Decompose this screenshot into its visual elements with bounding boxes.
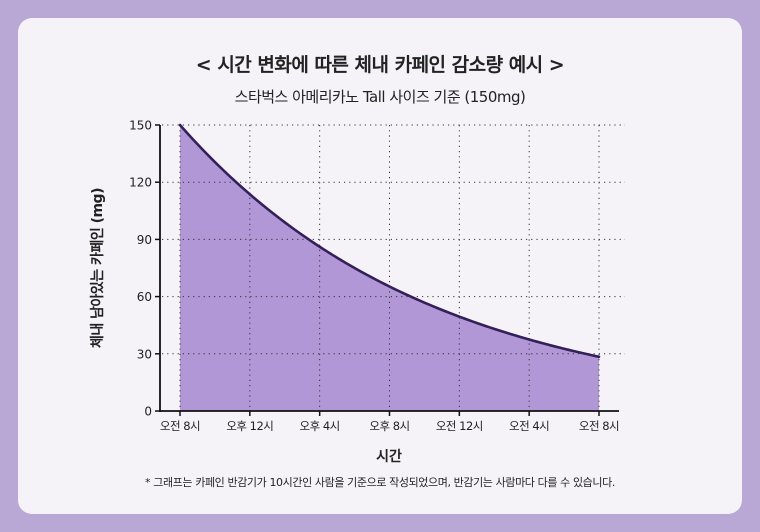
chart-subtitle: 스타벅스 아메리카노 Tall 사이즈 기준 (150mg) [234,88,526,106]
chart-card [18,18,742,514]
y-tick-label: 120 [129,176,152,190]
x-tick-label: 오전 4시 [509,419,549,433]
x-tick-label: 오전 8시 [160,419,200,433]
area-fill [180,125,599,411]
x-tick-label: 오전 12시 [436,419,483,433]
x-axis-title: 시간 [376,448,402,465]
chart-title: < 시간 변화에 따른 체내 카페인 감소량 예시 > [195,54,565,76]
decay-line [178,123,601,359]
y-tick-label: 150 [129,119,152,133]
y-axis-title: 체내 남아있는 카페인 (mg) [89,188,106,348]
y-tick-label: 0 [144,405,152,419]
y-tick-label: 90 [137,233,152,247]
x-tick-label: 오후 8시 [369,419,409,433]
footnote: * 그래프는 카페인 반감기가 10시간인 사람을 기준으로 작성되었으며, 반… [145,476,615,489]
y-tick-label: 30 [137,347,152,361]
y-tick-label: 60 [137,290,152,304]
x-tick-label: 오후 4시 [300,419,340,433]
x-tick-label: 오후 12시 [226,419,273,433]
x-tick-label: 오전 8시 [579,419,619,433]
